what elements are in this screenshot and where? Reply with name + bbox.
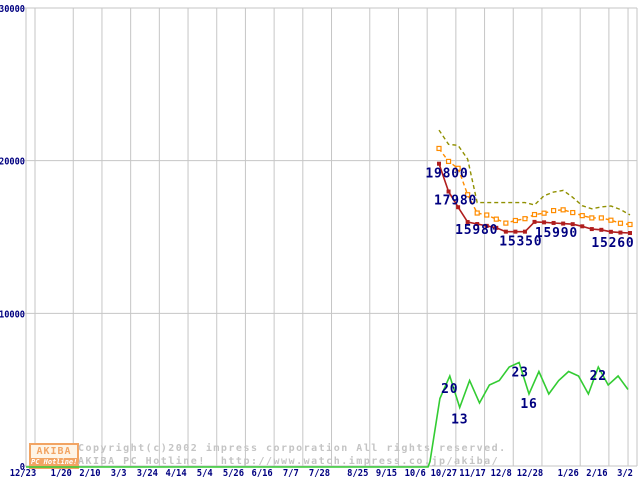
x-axis-label: 12/28: [517, 468, 544, 479]
lowest-price-marker: [522, 229, 527, 234]
copyright-line: Copyright(c)2002 impress corporation All…: [78, 443, 507, 454]
x-axis-label: 2/16: [586, 468, 607, 479]
shop-count-line: [26, 361, 629, 468]
shop-count-label-20: 20: [441, 382, 458, 397]
lowest-price-marker: [513, 229, 518, 234]
average-price-marker: [493, 216, 499, 222]
lowest-price-marker: [628, 231, 632, 236]
x-axis-label: 9/15: [376, 468, 397, 479]
average-price-marker: [627, 221, 633, 228]
lowest-price-marker: [503, 229, 508, 234]
x-axis-label: 7/7: [283, 468, 299, 479]
x-axis-label: 1/20: [51, 468, 72, 479]
average-price-marker: [436, 145, 442, 152]
average-price-marker: [579, 213, 585, 219]
average-price-marker: [589, 215, 595, 221]
x-axis-label: 7/28: [309, 468, 330, 479]
site-url-line: AKIBA PC Hotline! http://www.watch.impre…: [78, 456, 500, 467]
lowest-price-marker: [437, 161, 441, 166]
y-axis-label: 20000: [0, 157, 25, 168]
average-price-marker: [484, 212, 490, 218]
shop-count-label-23: 23: [511, 366, 528, 381]
lowest-price-marker: [618, 230, 623, 235]
shop-count-label-13: 13: [451, 413, 468, 428]
shop-count-label-22: 22: [590, 369, 607, 384]
x-axis-label: 1/26: [558, 468, 579, 479]
average-price-marker: [541, 210, 547, 216]
lowest-price-marker: [551, 220, 556, 225]
shop-count-label-16: 16: [520, 397, 537, 412]
average-price-marker: [503, 220, 509, 226]
average-price-marker: [550, 207, 557, 214]
lowest-price-marker: [589, 227, 594, 232]
logo-pc-hotline-text: PC Hotline!: [31, 458, 78, 467]
price-label-19800: 19800: [425, 167, 468, 182]
x-axis-label: 4/14: [165, 468, 186, 479]
y-axis-label: 30000: [0, 4, 25, 15]
lowest-price-marker: [484, 223, 489, 228]
x-axis-label: 10/6: [405, 468, 426, 479]
x-axis-label: 3/3: [111, 468, 127, 479]
average-price-marker: [465, 192, 471, 198]
average-price-marker: [455, 165, 461, 171]
x-axis-label: 3/24: [137, 468, 158, 479]
x-axis-label: 11/17: [459, 468, 486, 479]
average-price-marker: [531, 211, 538, 218]
lowest-price-marker: [475, 222, 480, 227]
x-axis-label: 8/25: [347, 468, 368, 479]
lowest-price-marker: [608, 229, 613, 234]
lowest-price-marker: [532, 219, 537, 224]
average-price-marker: [617, 220, 624, 226]
x-axis-label: 2/10: [79, 468, 100, 479]
y-axis-label: 0: [20, 462, 25, 473]
lowest-price-marker: [446, 189, 451, 194]
average-price-marker: [560, 207, 566, 213]
lowest-price-marker: [599, 227, 604, 232]
price-label-15990: 15990: [535, 226, 578, 241]
average-price-marker: [474, 210, 480, 216]
lowest-price-marker: [494, 225, 499, 230]
lowest-price-marker: [570, 222, 575, 227]
x-axis-label: 12/8: [491, 468, 512, 479]
x-axis-label: 3/2: [617, 468, 633, 479]
x-axis-label: 5/26: [223, 468, 244, 479]
price-label-15350: 15350: [499, 235, 542, 250]
lowest-price-marker: [465, 220, 470, 225]
price-label-15980: 15980: [455, 223, 498, 238]
x-axis-label: 5/4: [197, 468, 213, 479]
x-axis-label: 12/23: [10, 468, 37, 479]
lowest-price-marker: [456, 205, 461, 210]
average-price-marker: [445, 158, 452, 165]
average-price-marker: [522, 216, 528, 222]
average-price-marker: [570, 209, 576, 216]
price-label-15260: 15260: [591, 236, 634, 251]
average-price-marker: [598, 215, 604, 221]
lowest-price-marker: [542, 220, 547, 225]
lowest-price-marker: [561, 221, 566, 226]
akiba-pc-hotline-logo: AKIBA PC Hotline!: [29, 443, 79, 469]
logo-akiba-text: AKIBA: [36, 446, 72, 457]
average-price-marker: [608, 217, 614, 223]
price-label-17980: 17980: [434, 194, 477, 209]
highest-price-line: [438, 129, 631, 216]
x-axis-label: 10/27: [431, 468, 458, 479]
y-axis-label: 10000: [0, 309, 25, 320]
lowest-price-marker: [580, 224, 585, 229]
x-axis-label: 6/16: [252, 468, 273, 479]
average-price-marker: [512, 217, 519, 224]
